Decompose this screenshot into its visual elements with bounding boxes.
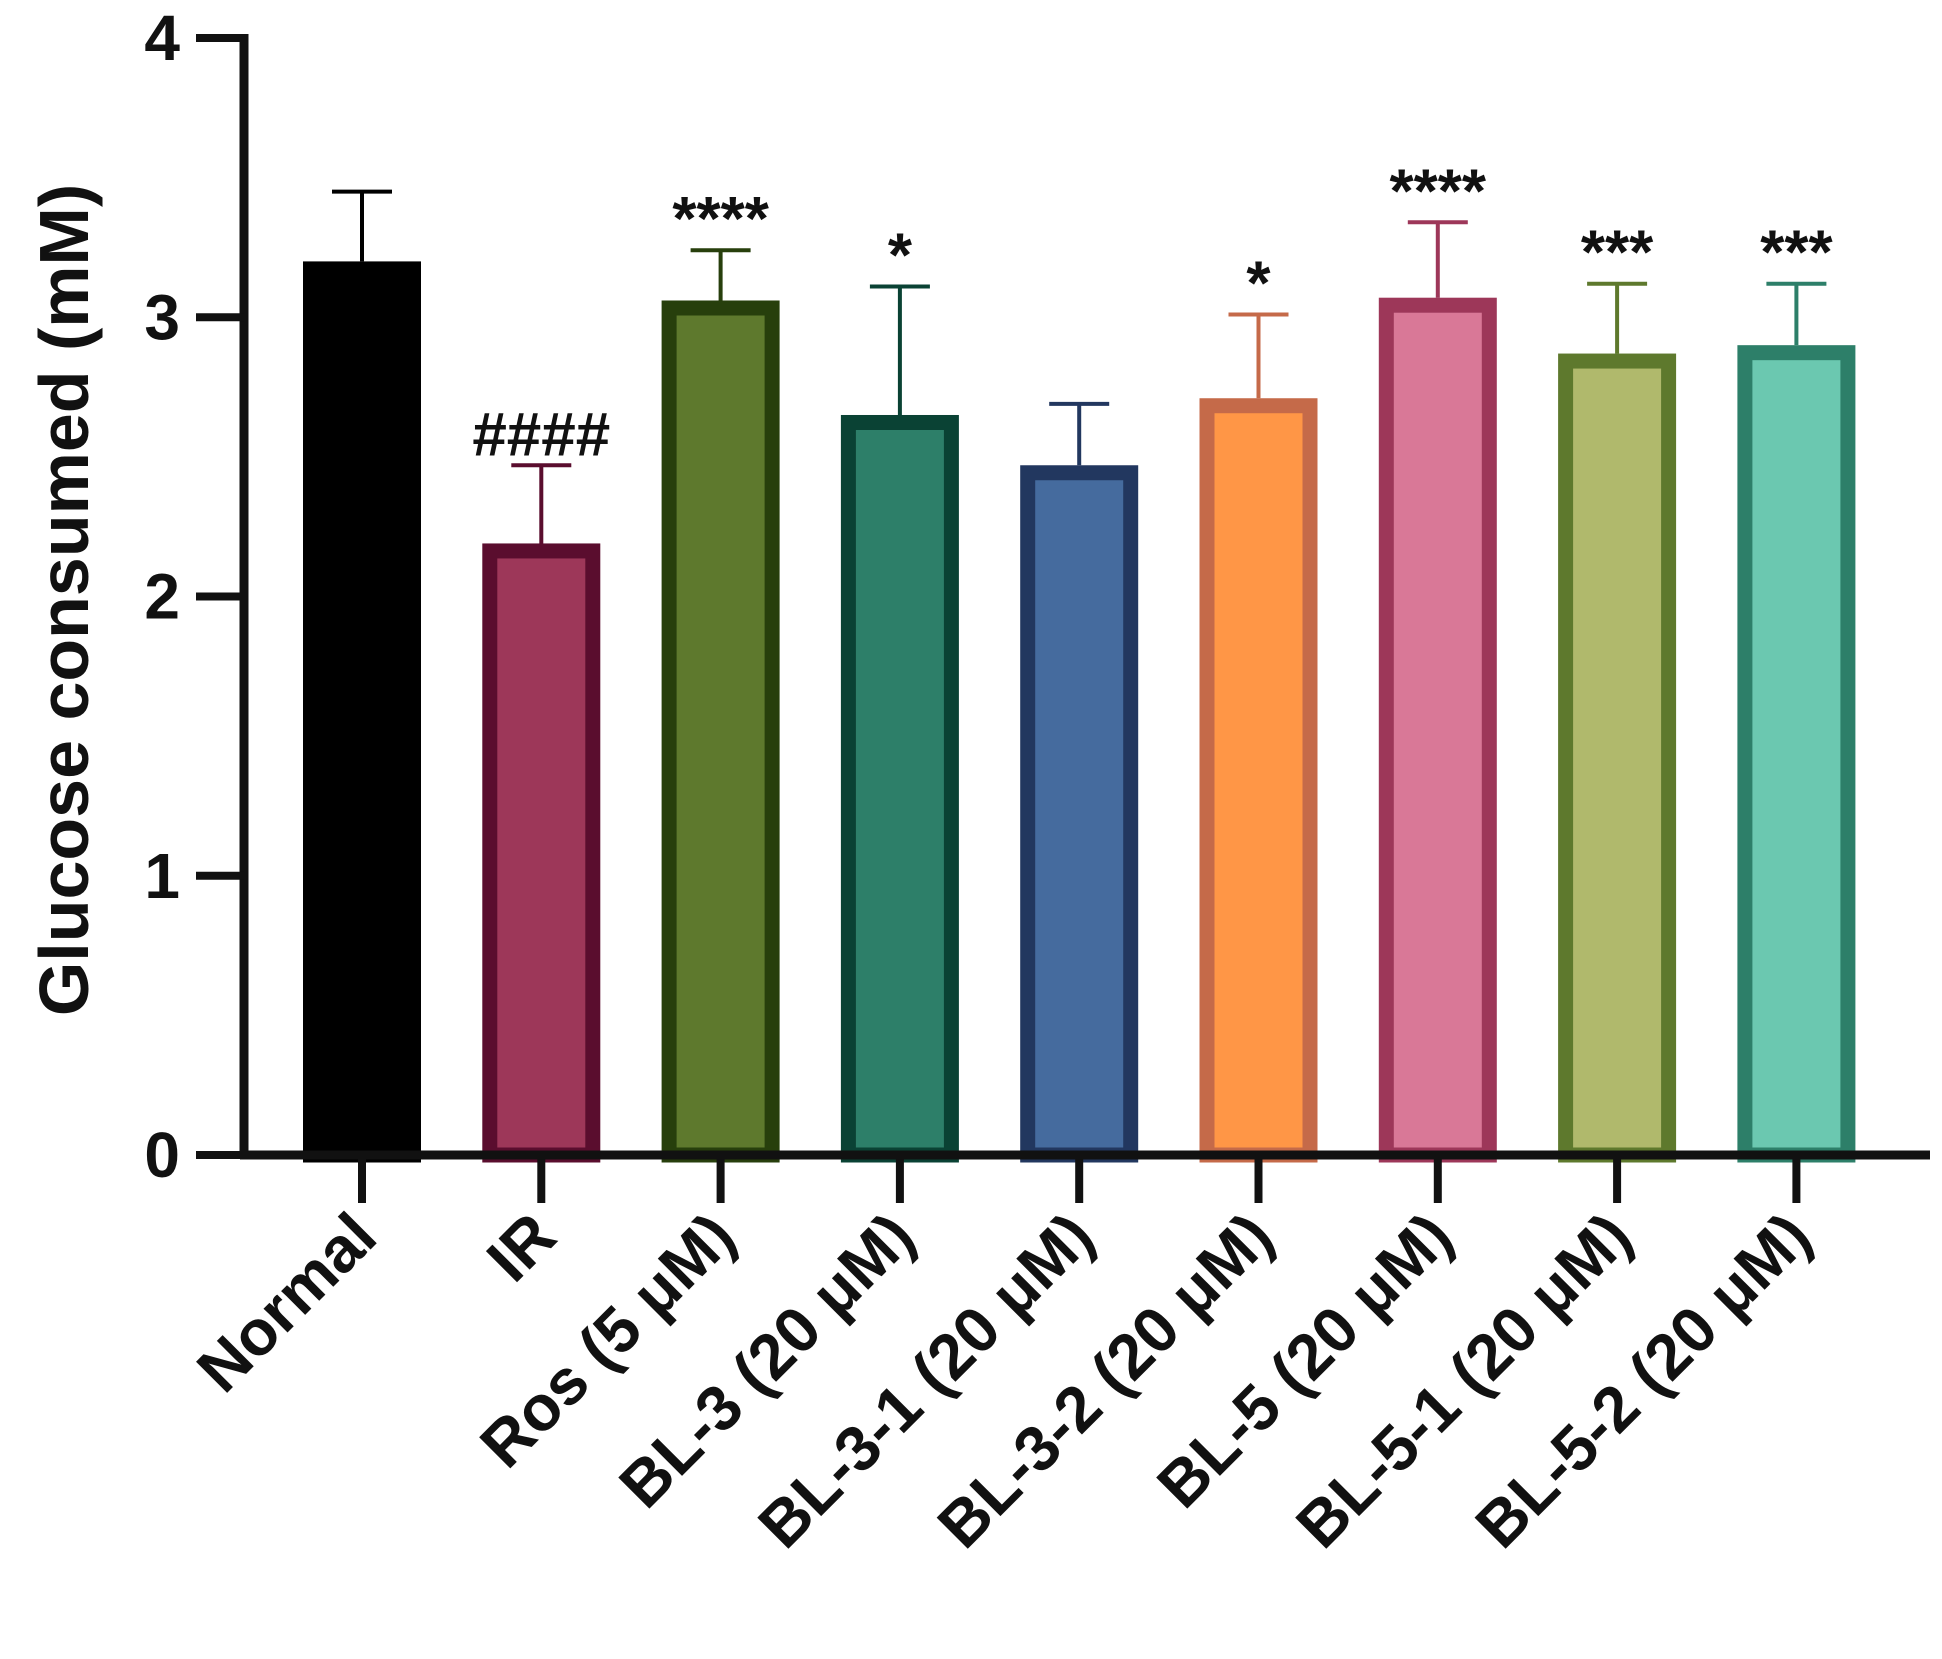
- annotation-7: ***: [1581, 219, 1654, 288]
- x-tick-label-0: Normal: [183, 1199, 390, 1406]
- x-tick-label-5: BL-3-2 (20 μM): [924, 1199, 1287, 1562]
- bar-4: [1020, 465, 1139, 1163]
- bar-2: [661, 300, 780, 1163]
- x-tick-label-1: IR: [473, 1199, 569, 1295]
- x-tick-label-8: BL-5-2 (20 μM): [1462, 1199, 1825, 1562]
- y-axis-label: Glucose consumed (mM): [25, 184, 103, 1016]
- bar-5: [1199, 398, 1318, 1163]
- x-tick-label-4: BL-3-1 (20 μM): [744, 1199, 1107, 1562]
- y-tick-label-2: 2: [144, 561, 180, 633]
- annotation-5: *: [1246, 249, 1271, 318]
- bars-layer: ####***** ******** ***: [303, 157, 1856, 1163]
- y-tick-label-4: 4: [144, 2, 180, 74]
- bar-8: [1737, 345, 1856, 1163]
- annotation-1: ####: [472, 400, 610, 469]
- annotation-3: *: [888, 222, 913, 291]
- bar-0: [303, 261, 421, 1163]
- bar-3: [840, 414, 959, 1163]
- bar-7: [1558, 353, 1677, 1163]
- y-tick-label-0: 0: [144, 1119, 180, 1191]
- y-tick-label-3: 3: [144, 281, 180, 353]
- annotation-8: ***: [1760, 219, 1833, 288]
- annotation-6: ****: [1390, 157, 1487, 226]
- bar-1: [482, 543, 601, 1163]
- annotation-2: ****: [672, 185, 769, 254]
- x-tick-label-7: BL-5-1 (20 μM): [1282, 1199, 1645, 1562]
- bar-6: [1378, 297, 1497, 1163]
- y-tick-label-1: 1: [144, 840, 180, 912]
